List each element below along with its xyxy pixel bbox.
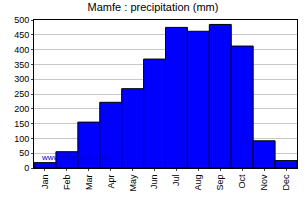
svg-text:200: 200 bbox=[14, 104, 29, 114]
svg-text:Jun: Jun bbox=[149, 175, 159, 190]
svg-text:0: 0 bbox=[24, 163, 29, 173]
svg-text:50: 50 bbox=[19, 148, 29, 158]
svg-text:Dec: Dec bbox=[281, 174, 291, 191]
svg-text:150: 150 bbox=[14, 119, 29, 129]
svg-text:Jul: Jul bbox=[171, 175, 181, 187]
svg-text:Jan: Jan bbox=[40, 175, 50, 190]
svg-text:250: 250 bbox=[14, 89, 29, 99]
svg-text:100: 100 bbox=[14, 134, 29, 144]
svg-text:Feb: Feb bbox=[62, 175, 72, 191]
svg-text:Sep: Sep bbox=[215, 175, 225, 191]
svg-text:500: 500 bbox=[14, 15, 29, 25]
svg-text:Aug: Aug bbox=[193, 175, 203, 191]
svg-text:www.allmetsat.com: www.allmetsat.com bbox=[41, 153, 111, 162]
svg-text:400: 400 bbox=[14, 45, 29, 55]
svg-text:450: 450 bbox=[14, 30, 29, 40]
svg-text:Oct: Oct bbox=[237, 174, 247, 189]
svg-text:Mamfe : precipitation (mm): Mamfe : precipitation (mm) bbox=[88, 1, 219, 13]
svg-text:350: 350 bbox=[14, 60, 29, 70]
svg-text:Apr: Apr bbox=[106, 175, 116, 189]
svg-text:300: 300 bbox=[14, 74, 29, 84]
svg-text:Nov: Nov bbox=[259, 174, 269, 191]
svg-text:Mar: Mar bbox=[84, 175, 94, 191]
svg-text:May: May bbox=[128, 174, 138, 192]
